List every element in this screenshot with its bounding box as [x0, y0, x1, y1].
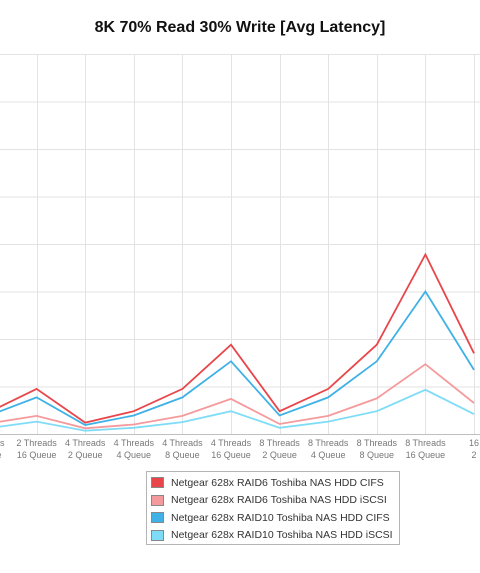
legend-label: Netgear 628x RAID6 Toshiba NAS HDD iSCSI: [171, 494, 387, 507]
x-tick-label: 4 Threads: [162, 438, 203, 448]
legend-item: Netgear 628x RAID6 Toshiba NAS HDD iSCSI: [151, 492, 399, 510]
x-tick-label: 16: [469, 438, 479, 448]
series-line-2: [0, 363, 475, 430]
series-line-4: [0, 388, 475, 432]
x-tick-label: 16 Queue: [17, 450, 57, 460]
legend-item: Netgear 628x RAID10 Toshiba NAS HDD iSCS…: [151, 527, 399, 545]
x-tick-label: 4 Threads: [114, 438, 155, 448]
chart-title: 8K 70% Read 30% Write [Avg Latency]: [94, 19, 386, 36]
series-layer: [0, 252, 475, 432]
legend-swatch: [151, 529, 164, 541]
x-tick-labels: Threads Queue 2 Threads 16 Queue 4 Threads 2 …: [0, 438, 479, 460]
x-tick-label: 4 Threads: [65, 438, 106, 448]
legend-item: Netgear 628x RAID6 Toshiba NAS HDD CIFS: [151, 474, 399, 492]
x-tick-label: 16 Queue: [406, 450, 446, 460]
x-tick-label: 2 Threads: [16, 438, 57, 448]
grid-layer: [0, 54, 480, 435]
x-tick-label: 8 Queue: [165, 450, 200, 460]
legend-label: Netgear 628x RAID10 Toshiba NAS HDD iSCS…: [171, 529, 393, 542]
x-tick-label: 2 Queue: [68, 450, 103, 460]
x-tick-label: 16 Queue: [211, 450, 251, 460]
x-tick-label: 8 Threads: [357, 438, 398, 448]
series-line-1: [0, 252, 475, 424]
x-tick-label: Threads: [0, 438, 5, 448]
legend-swatch: [151, 494, 164, 506]
legend-swatch: [151, 512, 164, 524]
chart-legend: Netgear 628x RAID6 Toshiba NAS HDD CIFS N…: [146, 471, 400, 545]
legend-swatch: [151, 477, 164, 489]
x-tick-label: 2 Queue: [262, 450, 297, 460]
x-tick-label: 4 Queue: [311, 450, 346, 460]
series-line-3: [0, 289, 475, 426]
x-tick-label: 2: [471, 450, 476, 460]
legend-label: Netgear 628x RAID6 Toshiba NAS HDD CIFS: [171, 476, 384, 489]
x-tick-label: 8 Queue: [360, 450, 395, 460]
x-tick-label: 4 Threads: [211, 438, 252, 448]
x-tick-label: 8 Threads: [259, 438, 300, 448]
legend-item: Netgear 628x RAID10 Toshiba NAS HDD CIFS: [151, 509, 399, 527]
x-tick-label: 8 Threads: [405, 438, 446, 448]
x-tick-label: Queue: [0, 450, 2, 460]
x-tick-label: 4 Queue: [117, 450, 152, 460]
x-tick-label: 8 Threads: [308, 438, 349, 448]
legend-label: Netgear 628x RAID10 Toshiba NAS HDD CIFS: [171, 511, 390, 524]
